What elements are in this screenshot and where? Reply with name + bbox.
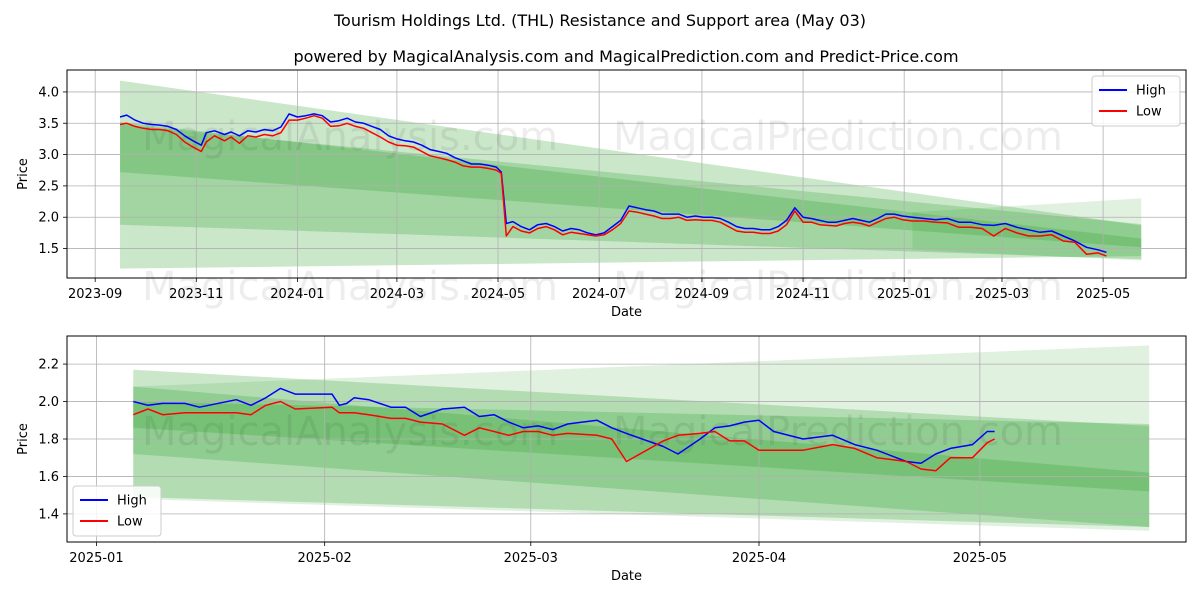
y-tick-label: 2.2 bbox=[38, 358, 59, 373]
series-line-low bbox=[119, 114, 1107, 257]
x-tick-label: 2025-02 bbox=[298, 551, 352, 566]
x-tick-label: 2024-01 bbox=[270, 287, 324, 302]
legend-label-high: High bbox=[1136, 84, 1166, 99]
support-resistance-band bbox=[120, 122, 1142, 260]
y-tick-label: 2.5 bbox=[38, 179, 59, 194]
x-tick-label: 2025-04 bbox=[732, 551, 786, 566]
y-tick-label: 1.6 bbox=[38, 470, 59, 485]
support-resistance-band bbox=[133, 386, 1150, 528]
legend-label-low: Low bbox=[117, 515, 143, 530]
watermark-text: MagicalAnalysis.com bbox=[142, 409, 558, 455]
support-resistance-band bbox=[133, 369, 1150, 528]
x-tick-label: 2023-11 bbox=[169, 287, 223, 302]
series-line-high bbox=[119, 113, 1107, 254]
watermark-text: MagicalPrediction.com bbox=[613, 264, 1063, 310]
y-tick-label: 3.5 bbox=[38, 117, 59, 132]
bottom-panel: 2025-01 2025-02 2025-03 2025-04 2025-05 1.4 1.… bbox=[16, 335, 1187, 584]
x-tick-label: 2025-03 bbox=[975, 287, 1029, 302]
legend: High Low bbox=[72, 485, 162, 537]
x-axis-label: Date bbox=[611, 305, 642, 320]
support-resistance-band bbox=[133, 401, 1150, 492]
y-tick-label: 4.0 bbox=[38, 85, 59, 100]
x-tick-label: 2025-03 bbox=[504, 551, 558, 566]
y-axis-label: Price bbox=[16, 423, 31, 455]
y-tick-label: 2.0 bbox=[38, 211, 59, 226]
watermark-text: MagicalAnalysis.com bbox=[142, 114, 558, 160]
x-tick-label: 2025-05 bbox=[1076, 287, 1130, 302]
legend-label-high: High bbox=[117, 494, 147, 509]
watermark-text: MagicalAnalysis.com bbox=[142, 264, 558, 310]
chart-subtitle: powered by MagicalAnalysis.com and Magic… bbox=[293, 47, 958, 66]
y-axis-label: Price bbox=[16, 158, 31, 190]
y-tick-label: 3.0 bbox=[38, 148, 59, 163]
x-tick-label: 2025-05 bbox=[953, 551, 1007, 566]
x-axis-label: Date bbox=[611, 569, 642, 584]
x-tick-label: 2024-07 bbox=[572, 287, 626, 302]
chart-title: Tourism Holdings Ltd. (THL) Resistance a… bbox=[333, 11, 866, 30]
y-tick-label: 1.8 bbox=[38, 433, 59, 448]
x-tick-label: 2024-05 bbox=[471, 287, 525, 302]
watermark-text: MagicalPrediction.com bbox=[613, 114, 1063, 160]
x-tick-label: 2023-09 bbox=[68, 287, 122, 302]
x-tick-label: 2024-03 bbox=[370, 287, 424, 302]
axes-frame bbox=[66, 69, 1187, 279]
x-tick-label: 2025-01 bbox=[877, 287, 931, 302]
y-tick-label: 1.5 bbox=[38, 242, 59, 257]
x-tick-label: 2024-09 bbox=[675, 287, 729, 302]
series-line-low bbox=[133, 400, 995, 472]
top-panel: 2023-09 2023-11 2024-01 2024-03 2024-05 2024-… bbox=[16, 69, 1187, 320]
y-tick-label: 1.4 bbox=[38, 507, 59, 522]
x-tick-label: 2025-01 bbox=[69, 551, 123, 566]
watermark-text: MagicalPrediction.com bbox=[613, 409, 1063, 455]
y-tick-label: 2.0 bbox=[38, 395, 59, 410]
series-line-high bbox=[133, 387, 995, 465]
axes-frame bbox=[66, 335, 1187, 543]
legend: High Low bbox=[1091, 75, 1181, 127]
legend-label-low: Low bbox=[1136, 105, 1162, 120]
x-tick-label: 2024-11 bbox=[776, 287, 830, 302]
